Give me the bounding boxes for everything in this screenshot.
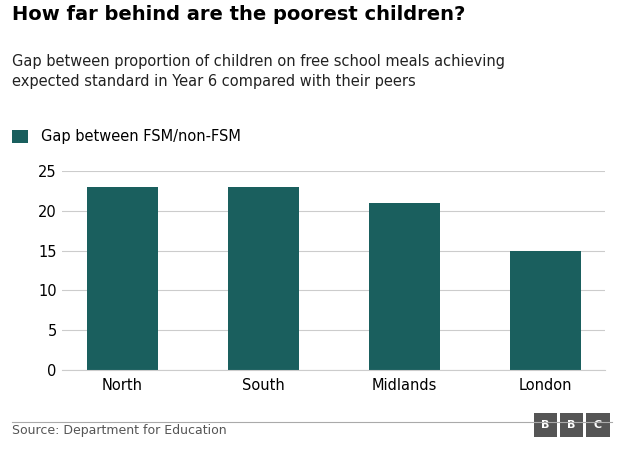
Bar	[87, 187, 158, 370]
Text: Source: Department for Education: Source: Department for Education	[12, 424, 227, 437]
Text: B: B	[541, 420, 550, 430]
Text: B: B	[567, 420, 576, 430]
Text: Gap between FSM/non-FSM: Gap between FSM/non-FSM	[41, 129, 240, 144]
Bar	[510, 251, 580, 370]
Text: C: C	[593, 420, 602, 430]
Text: How far behind are the poorest children?: How far behind are the poorest children?	[12, 5, 466, 23]
Bar	[369, 203, 439, 370]
Text: Gap between proportion of children on free school meals achieving
expected stand: Gap between proportion of children on fr…	[12, 54, 505, 89]
Bar	[228, 187, 299, 370]
